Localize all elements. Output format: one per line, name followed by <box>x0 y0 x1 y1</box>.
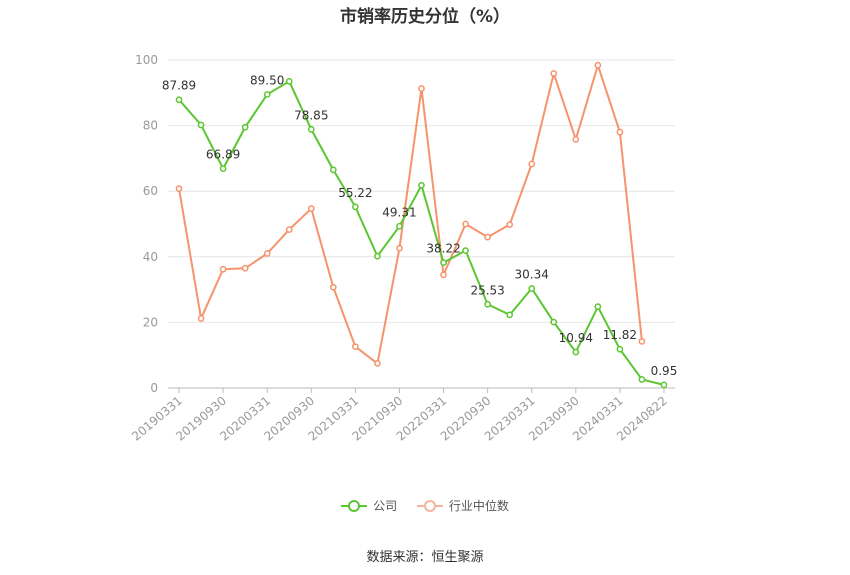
data-label: 25.53 <box>470 283 504 297</box>
grid-lines <box>168 59 675 323</box>
data-point <box>219 165 227 172</box>
x-axis: 2019033120190930202003312020093020210331… <box>129 387 675 444</box>
data-point <box>307 205 315 212</box>
data-label: 87.89 <box>162 79 196 93</box>
data-point <box>396 244 403 252</box>
data-point <box>307 126 315 133</box>
data-point <box>329 283 337 291</box>
legend-item-company[interactable]: 公司 <box>341 497 397 514</box>
data-point <box>550 70 558 77</box>
data-point <box>462 220 469 228</box>
data-label: 89.50 <box>250 73 284 87</box>
series-layer <box>175 61 668 389</box>
data-label: 11.82 <box>603 328 637 342</box>
y-tick-label: 80 <box>143 119 158 133</box>
data-point <box>396 222 403 230</box>
data-point <box>638 376 646 383</box>
data-point <box>484 300 491 308</box>
data-point <box>285 226 293 233</box>
data-label: 49.31 <box>382 205 416 219</box>
data-label: 55.22 <box>338 186 372 200</box>
data-point <box>418 181 425 189</box>
data-label: 38.22 <box>426 242 460 256</box>
data-point <box>175 185 183 192</box>
chart-title: 市销率历史分位（%） <box>339 7 511 27</box>
data-point <box>352 203 359 211</box>
data-point <box>352 343 359 351</box>
series-line-1 <box>178 64 643 365</box>
data-source: 数据来源：恒生聚源 <box>366 550 484 565</box>
data-point <box>572 348 580 356</box>
data-point <box>263 250 271 257</box>
data-point <box>660 381 668 389</box>
data-point <box>594 303 602 311</box>
data-label: 78.85 <box>294 108 328 122</box>
y-tick-label: 20 <box>143 315 158 329</box>
data-point <box>263 91 271 98</box>
data-point <box>528 160 536 168</box>
data-point <box>638 338 646 345</box>
data-point <box>506 311 514 319</box>
y-tick-label: 0 <box>150 381 158 395</box>
y-tick-label: 60 <box>143 184 158 198</box>
data-point <box>241 264 249 272</box>
data-point <box>462 247 469 254</box>
data-point <box>616 128 624 136</box>
legend-industry-label: 行业中位数 <box>448 499 509 513</box>
data-point <box>241 123 249 131</box>
data-point <box>572 136 580 143</box>
data-point <box>285 77 293 85</box>
data-label: 0.95 <box>651 364 678 378</box>
data-point <box>418 85 425 92</box>
data-point <box>440 271 447 279</box>
data-label: 66.89 <box>206 148 240 162</box>
data-point <box>440 259 447 266</box>
data-point <box>197 121 205 129</box>
data-point <box>329 166 337 174</box>
data-label: 30.34 <box>515 267 549 281</box>
data-point <box>219 265 227 273</box>
legend-company-marker <box>341 499 368 512</box>
data-point <box>175 96 183 104</box>
data-point <box>550 318 558 326</box>
data-labels: 87.89 66.89 89.50 78.85 55.22 49.31 38.22 25.53… <box>162 73 677 377</box>
data-point <box>484 233 491 241</box>
legend-industry-marker <box>416 499 443 512</box>
y-tick-label: 100 <box>135 53 158 67</box>
data-point <box>594 61 602 69</box>
data-point <box>197 315 205 322</box>
legend-item-industry[interactable]: 行业中位数 <box>416 497 509 514</box>
data-label: 10.94 <box>559 331 593 345</box>
data-point <box>616 345 624 353</box>
data-point <box>374 360 381 367</box>
data-point <box>374 252 381 260</box>
data-point <box>528 285 536 292</box>
y-axis: 0 20 40 60 80 100 <box>135 53 158 395</box>
legend: 公司 行业中位数 <box>0 497 850 515</box>
legend-company-label: 公司 <box>373 499 398 513</box>
y-tick-label: 40 <box>143 250 158 264</box>
data-point <box>506 221 514 229</box>
